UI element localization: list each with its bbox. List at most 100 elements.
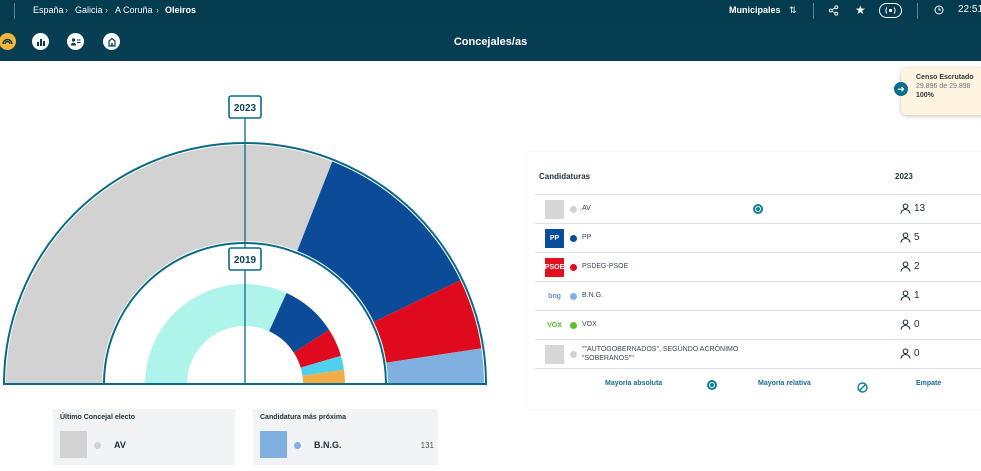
hemicycle-2023-seat-segment[interactable] [297,161,461,322]
party-name: PP [582,234,592,241]
star-icon[interactable]: ★ [855,3,866,17]
hemicycle-2019-seat-segment[interactable] [302,369,345,384]
table-row[interactable]: ""AUTOGOBERNADOS", SEGÚNDO ACRÓNIMO "SOB… [527,340,981,369]
breadcrumb-current: Oleiros [165,0,196,22]
election-type[interactable]: Municipales [729,0,781,22]
legend-tie: Empate [916,380,942,387]
divider [917,3,918,19]
divider [14,3,15,19]
table-row[interactable]: AV 13 [527,195,981,224]
divider [535,310,981,311]
party-color-dot [570,264,577,271]
divider [535,368,981,369]
divider [535,252,981,253]
hemicycle-2019-seat-segment[interactable] [269,293,330,353]
census-card: ➜ Censo Escrutado 29.896 de 29.898 100% [894,68,981,115]
sort-icon[interactable]: ⇅ [789,5,797,15]
live-broadcast-icon[interactable] [879,0,902,22]
hemicycle-2019-seat-segment[interactable] [300,355,344,376]
arrow-right-icon[interactable]: ➜ [894,82,908,96]
party-name: AV [582,205,591,212]
candidates-view-button[interactable] [67,33,84,50]
divider [813,3,814,19]
party-color-dot [94,442,101,449]
hemicycle-2023-seat-segment[interactable] [6,144,333,384]
party-name: VOX [582,321,597,328]
table-row[interactable]: PSOE PSDEG-PSOE 2 [527,253,981,282]
view-toolbar: Concejales/as [0,22,981,61]
table-row[interactable]: VOX VOX 0 [527,311,981,340]
table-row[interactable]: bng B.N.G. 1 [527,282,981,311]
party-name: B.N.G. [582,292,604,299]
party-color-dot [570,293,577,300]
closest-candidacy-title: Candidatura más próxima [260,414,346,421]
party-color-dot [570,351,577,358]
seats-count: 13 [914,203,926,214]
breadcrumb-chevron-icon: › [156,5,159,15]
census-title: Censo Escrutado [916,74,974,81]
hemicycle-2019-seat-segment[interactable] [145,284,287,384]
clock-icon [934,0,944,22]
party-logo [60,431,87,458]
party-name: PSDEG-PSOE [582,263,629,270]
party-name: ""AUTOGOBERNADOS", SEGÚNDO ACRÓNIMO "SOB… [582,346,739,362]
party-logo [545,200,564,219]
hemicycle-icon [2,38,13,45]
person-icon [900,261,911,272]
hemicycle-view-button[interactable] [0,33,16,50]
person-icon [900,348,911,359]
bar-chart-view-button[interactable] [32,33,49,50]
divider [535,194,981,195]
seats-count: 1 [914,290,920,301]
relative-majority-icon [857,380,868,393]
party-color-dot [570,206,577,213]
party-logo: PP [545,229,564,248]
person-icon [900,232,911,243]
year-label-2023: 2023 [234,103,257,114]
person-icon [900,290,911,301]
time: 22:51 [958,4,981,15]
census-percent: 100% [916,92,934,99]
divider [535,339,981,340]
breadcrumb-item[interactable]: España [33,5,64,15]
hemicycle-2023-seat-segment[interactable] [386,348,484,384]
bar-chart-icon [36,38,45,46]
breadcrumb-item[interactable]: A Coruña [115,5,153,15]
year-label-2019: 2019 [234,255,257,266]
building-icon [107,37,116,47]
election-type-label: Municipales [729,5,781,15]
party-logo [545,345,564,364]
legend-absolute-majority: Mayoría absoluta [605,380,663,387]
header-candidacies: Candidaturas [539,172,591,181]
hemicycle-2019-seat-segment[interactable] [293,329,341,368]
party-color-dot [294,442,301,449]
absolute-majority-icon [707,380,717,390]
seats-count: 2 [914,261,920,272]
breadcrumb-chevron-icon: › [105,5,108,15]
closest-candidacy-card: Candidatura más próxima B.N.G. 131 [253,409,438,465]
last-elected-party: AV [114,440,126,450]
party-logo [260,431,287,458]
top-bar: España › Galicia › A Coruña › Oleiros Mu… [0,0,981,22]
seats-count: 0 [914,348,920,359]
map-view-button[interactable] [103,33,120,50]
party-color-dot [570,235,577,242]
header-year: 2023 [895,172,913,181]
year-label-2023-box [228,95,262,119]
table-row[interactable]: PP PP 5 [527,224,981,253]
hemicycle-2023-seat-segment[interactable] [373,280,482,363]
share-icon[interactable] [828,0,839,22]
breadcrumb-current-label: Oleiros [165,5,197,15]
closest-candidacy-party: B.N.G. [314,440,342,450]
breadcrumb-chevron-icon: › [65,5,68,15]
people-icon [70,37,81,45]
last-elected-title: Último Concejal electo [60,414,136,421]
divider [535,281,981,282]
year-label-2019-box [228,247,262,271]
party-logo: bng [545,287,564,306]
hemicycle-chart: 2023 2019 [3,95,487,385]
divider [535,223,981,224]
person-icon [900,203,911,214]
breadcrumb-item[interactable]: Galicia [75,5,103,15]
last-elected-card: Último Concejal electo AV [53,409,235,465]
